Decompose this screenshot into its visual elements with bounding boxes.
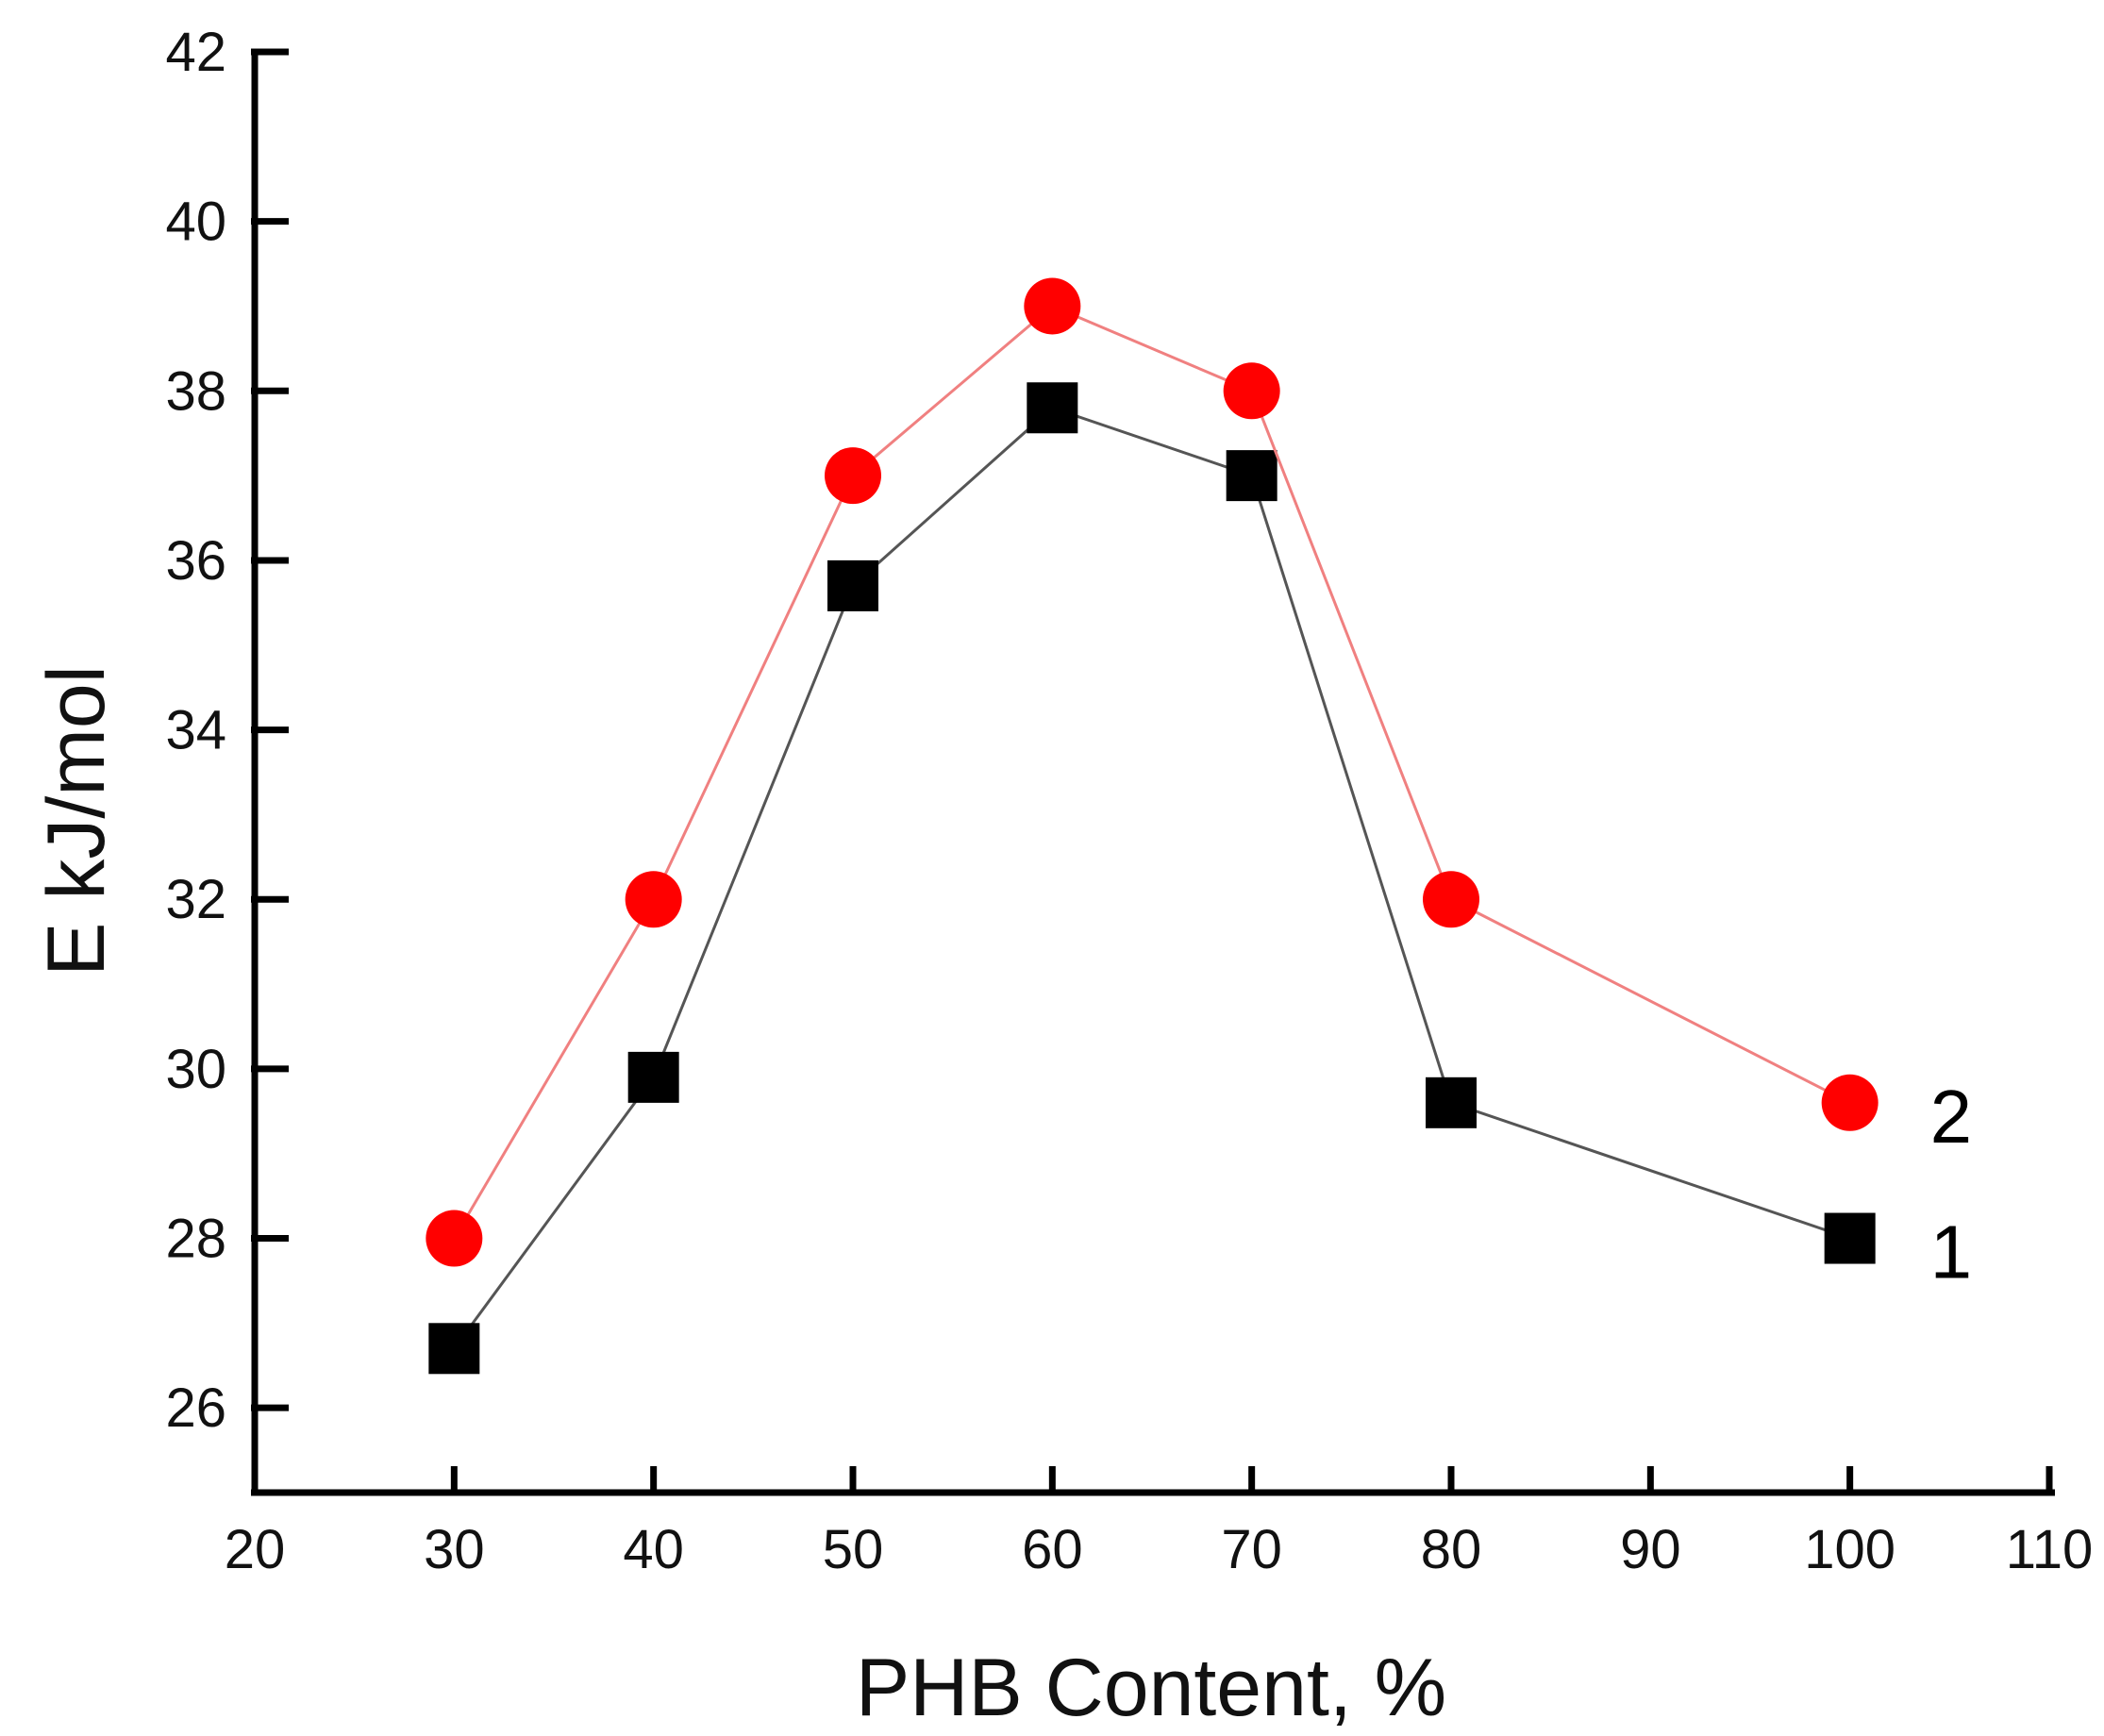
- x-tick-label: 90: [1620, 1519, 1681, 1580]
- x-tick-label: 50: [823, 1519, 884, 1580]
- y-tick-label: 30: [165, 1039, 226, 1100]
- axes-layer: [251, 52, 2055, 1496]
- y-tick-label: 38: [165, 360, 226, 422]
- y-tick-label: 32: [165, 869, 226, 930]
- data-point: [827, 559, 878, 611]
- data-point: [428, 1323, 480, 1375]
- series-2: 2: [426, 277, 1972, 1267]
- data-point: [1426, 1077, 1477, 1128]
- series-label: 1: [1930, 1210, 1972, 1294]
- y-tick-label: 40: [165, 192, 226, 253]
- ticks-layer: 20 30 40 50 60 70 80 90 100 110 26 28 30 32 34 36 38 40 42: [165, 22, 2093, 1580]
- data-point: [1226, 450, 1277, 502]
- y-tick-label: 26: [165, 1377, 226, 1439]
- data-point: [625, 871, 682, 928]
- data-point: [1223, 362, 1280, 420]
- x-tick-label: 70: [1221, 1519, 1282, 1580]
- series-layer: 12: [426, 277, 1972, 1375]
- y-tick-label: 42: [165, 22, 226, 83]
- data-point: [426, 1210, 483, 1267]
- y-tick-label: 36: [165, 530, 226, 592]
- data-point: [825, 447, 881, 505]
- data-point: [1423, 871, 1479, 928]
- x-axis-title: PHB Content, %: [856, 1643, 1446, 1733]
- x-tick-label: 60: [1022, 1519, 1083, 1580]
- series-label: 2: [1930, 1075, 1972, 1159]
- y-tick-label: 28: [165, 1209, 226, 1270]
- x-tick-label: 80: [1421, 1519, 1482, 1580]
- x-tick-label: 30: [424, 1519, 485, 1580]
- x-tick-label: 100: [1804, 1519, 1895, 1580]
- data-point: [1824, 1212, 1876, 1264]
- y-axis-title: E kJ/mol: [31, 665, 122, 976]
- x-tick-label: 20: [225, 1519, 286, 1580]
- y-tick-label: 34: [165, 700, 226, 761]
- data-point: [1821, 1074, 1879, 1131]
- series-1: 1: [428, 382, 1972, 1375]
- labels-layer: PHB Content, % E kJ/mol: [31, 665, 1446, 1733]
- data-point: [1027, 382, 1078, 434]
- x-tick-label: 110: [2006, 1519, 2093, 1580]
- x-tick-label: 40: [623, 1519, 684, 1580]
- data-point: [1024, 277, 1081, 335]
- data-point: [627, 1051, 679, 1103]
